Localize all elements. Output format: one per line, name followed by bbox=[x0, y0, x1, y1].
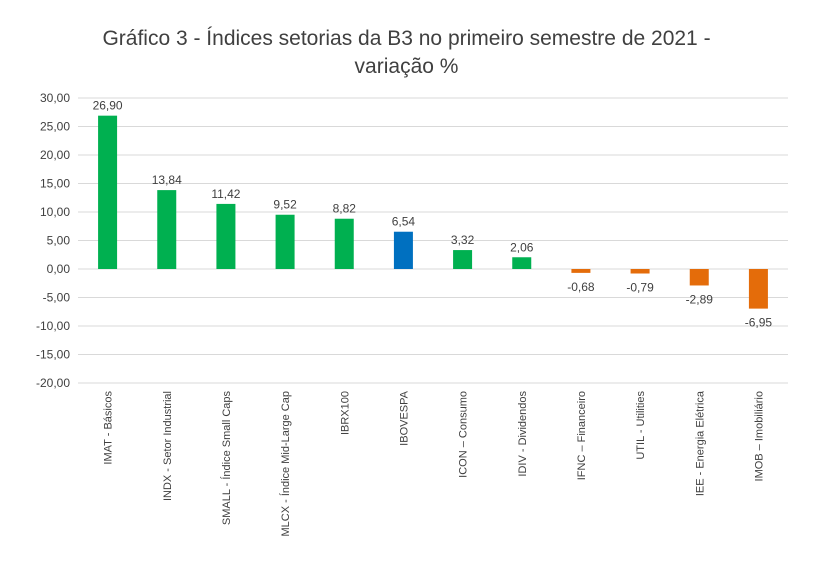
bar bbox=[453, 250, 473, 269]
bar bbox=[393, 231, 413, 269]
bar bbox=[571, 269, 591, 273]
x-tick-label: IEE - Energia Elétrica bbox=[694, 390, 706, 496]
x-tick-label: IBRX100 bbox=[339, 391, 351, 435]
data-label: -6,95 bbox=[745, 316, 773, 330]
y-tick-label: 10,00 bbox=[40, 205, 70, 219]
y-tick-label: 0,00 bbox=[47, 262, 71, 276]
chart-title: Gráfico 3 - Índices setorias da B3 no pr… bbox=[102, 27, 711, 50]
data-label: 3,32 bbox=[451, 233, 475, 247]
bar bbox=[216, 203, 236, 269]
bar bbox=[157, 190, 177, 269]
bar bbox=[689, 269, 709, 286]
x-tick-label: MLCX - Índice Mid-Large Cap bbox=[279, 391, 292, 537]
x-tick-label: IMOB – Imobiliário bbox=[753, 391, 765, 481]
x-tick-label: IFNC – Financeiro bbox=[576, 391, 588, 480]
bar bbox=[512, 257, 532, 269]
x-tick-label: IBOVESPA bbox=[398, 390, 410, 445]
data-label: -0,79 bbox=[626, 281, 654, 295]
data-label: 6,54 bbox=[392, 215, 416, 229]
y-tick-label: 20,00 bbox=[40, 148, 70, 162]
data-label: 13,84 bbox=[152, 173, 182, 187]
x-tick-label: SMALL - Índice Small Caps bbox=[220, 391, 233, 526]
x-tick-label: IDIV - Dividendos bbox=[517, 391, 529, 477]
data-label: 2,06 bbox=[510, 240, 534, 254]
bar bbox=[275, 214, 295, 269]
y-tick-label: 5,00 bbox=[47, 234, 71, 248]
data-label: 11,42 bbox=[211, 187, 240, 201]
data-label: 26,90 bbox=[93, 99, 123, 113]
chart-subtitle: variação % bbox=[354, 55, 459, 78]
x-tick-label: ICON – Consumo bbox=[458, 391, 470, 478]
y-tick-label: 15,00 bbox=[40, 177, 70, 191]
y-tick-label: -5,00 bbox=[43, 291, 71, 305]
x-tick-label: INDX - Setor Industrial bbox=[162, 391, 174, 501]
y-tick-label: 25,00 bbox=[40, 120, 70, 134]
bar bbox=[98, 115, 118, 269]
data-label: 9,52 bbox=[273, 198, 297, 212]
y-tick-label: 30,00 bbox=[40, 91, 70, 105]
y-tick-label: -10,00 bbox=[36, 319, 70, 333]
y-tick-label: -20,00 bbox=[36, 376, 70, 390]
data-label: -0,68 bbox=[567, 280, 595, 294]
bar bbox=[334, 218, 354, 269]
bar bbox=[630, 269, 650, 274]
bar bbox=[748, 269, 768, 309]
x-tick-label: UTIL - Utilities bbox=[635, 391, 647, 460]
y-tick-label: -15,00 bbox=[36, 348, 70, 362]
data-label: -2,89 bbox=[686, 292, 714, 306]
x-tick-label: IMAT - Básicos bbox=[103, 391, 115, 465]
data-label: 8,82 bbox=[333, 202, 357, 216]
